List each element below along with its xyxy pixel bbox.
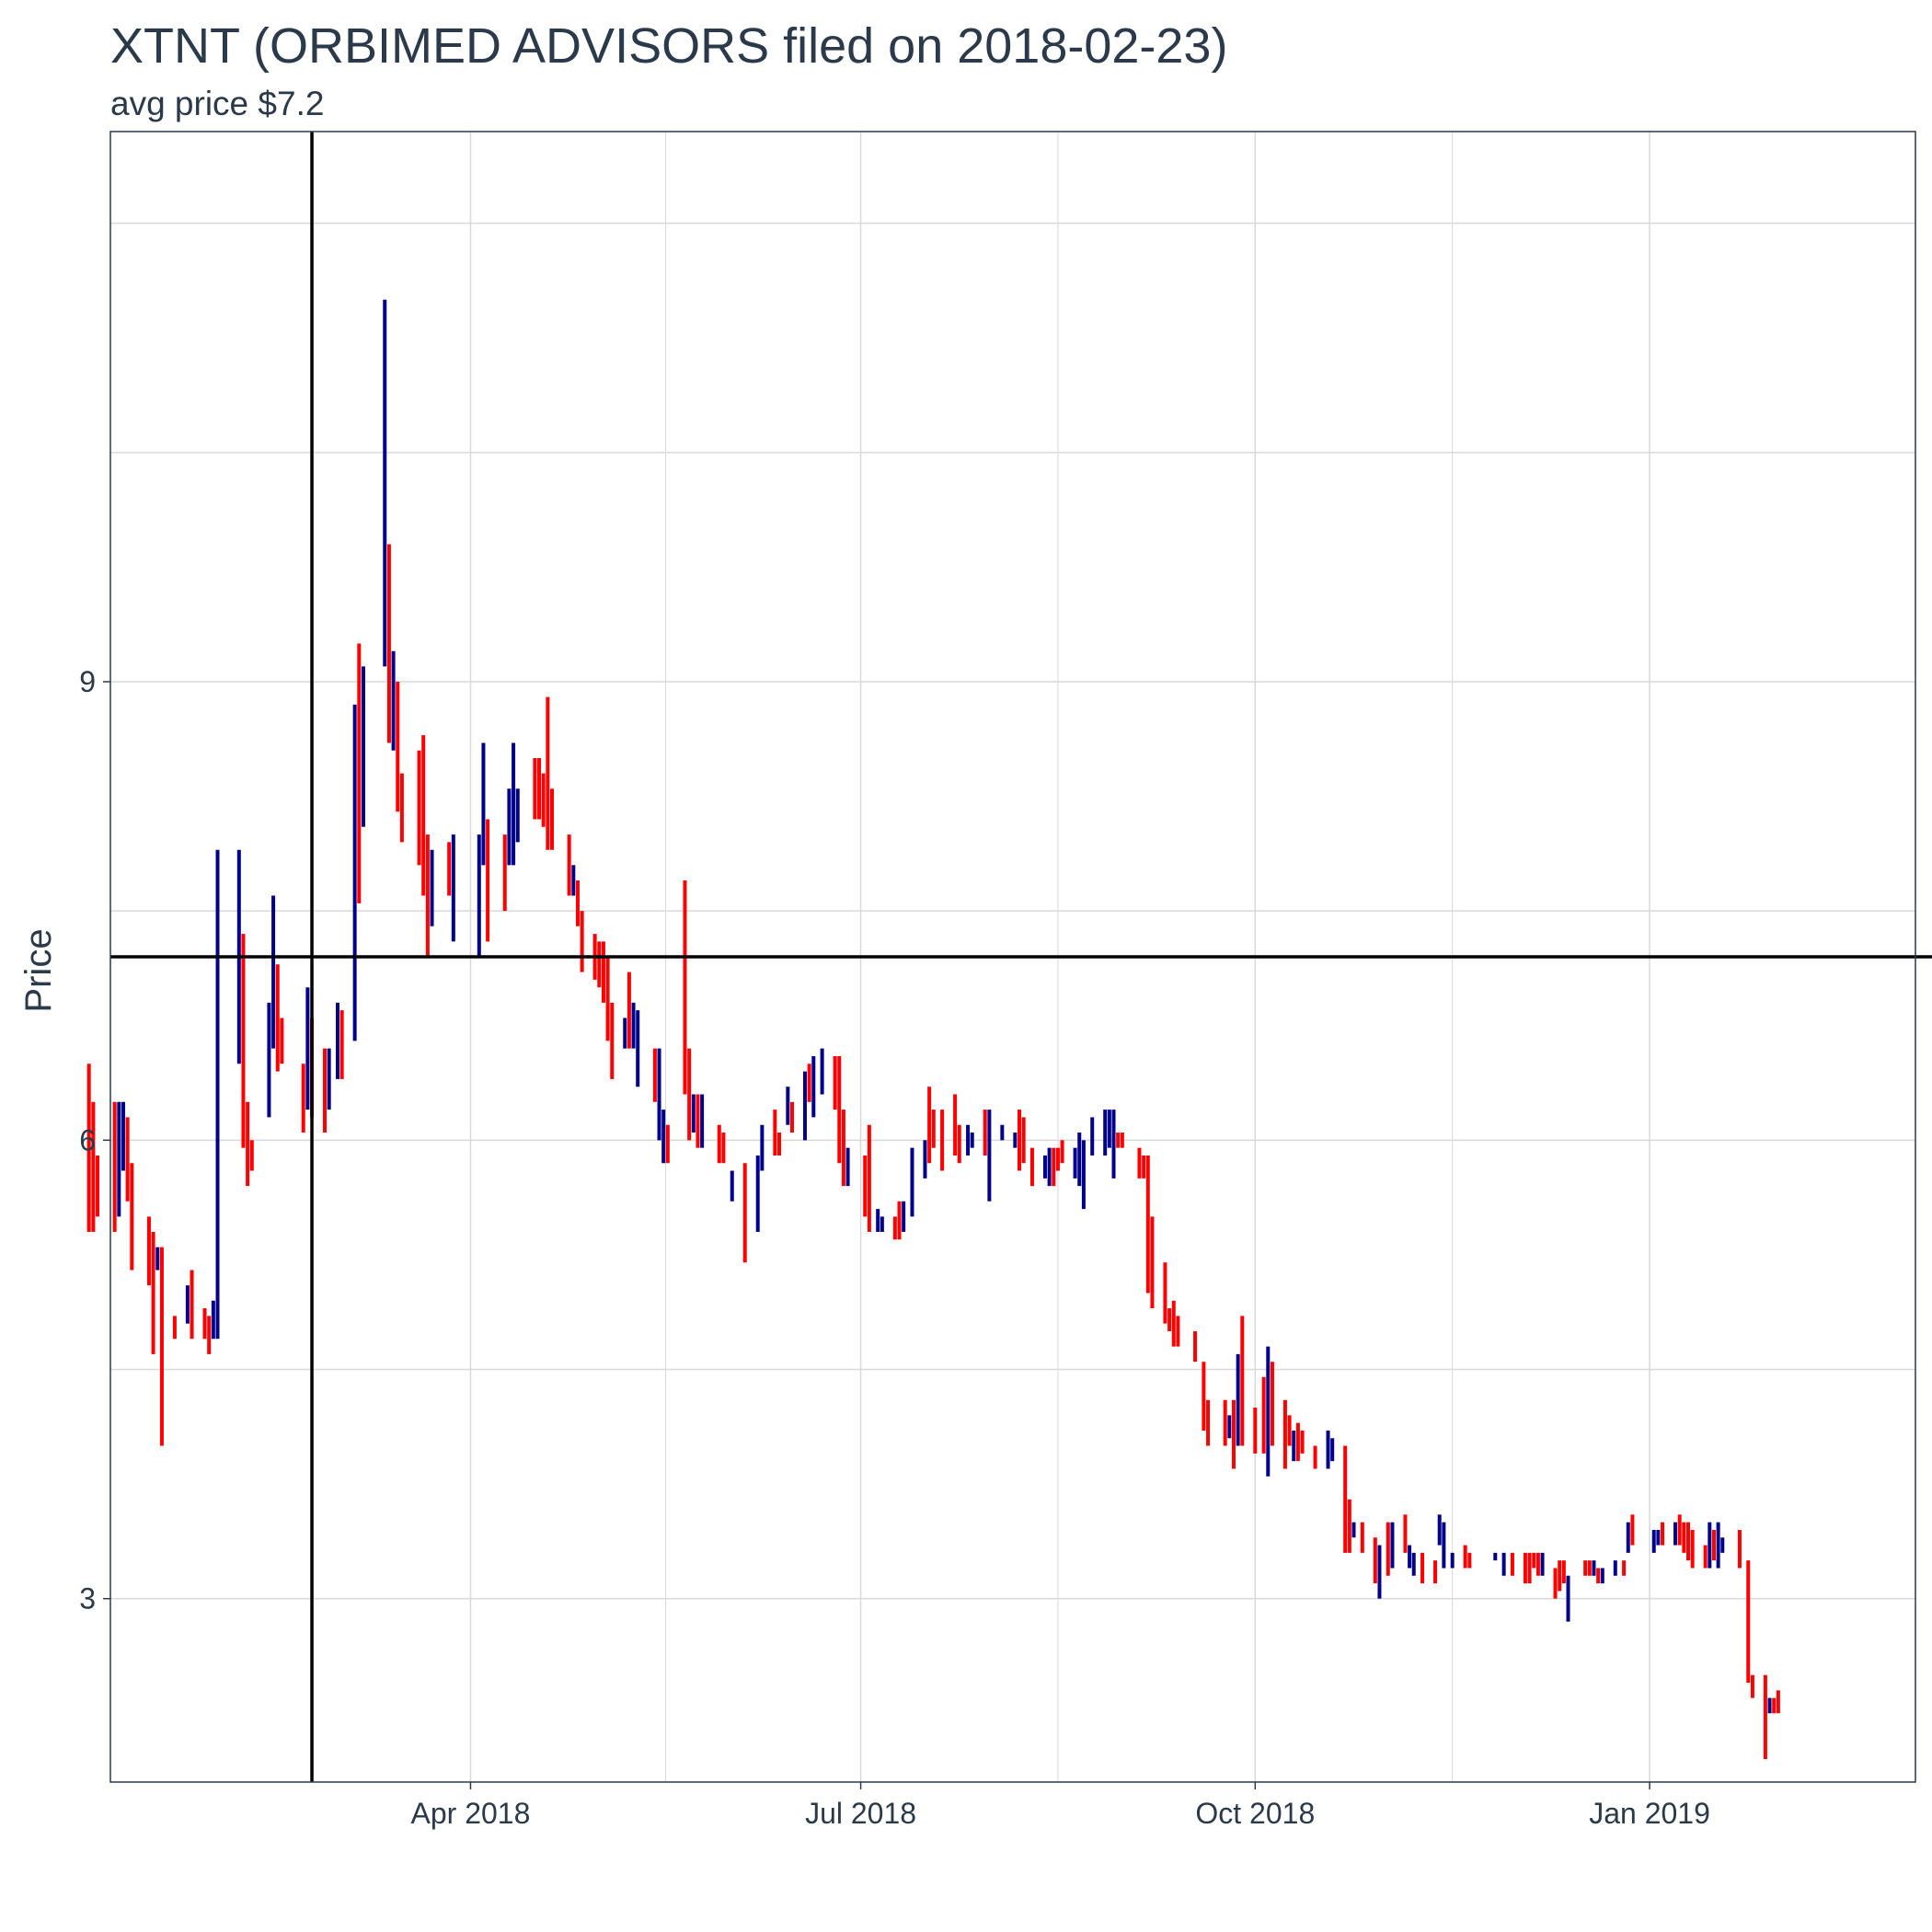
x-axis: Apr 2018 Jul 2018 Oct 2018 Jan 2019: [411, 1782, 1710, 1830]
y-axis-title: Price: [18, 928, 59, 1012]
y-tick-label: 6: [79, 1123, 96, 1156]
y-tick-label: 3: [79, 1582, 96, 1616]
price-bars: [86, 299, 1780, 1760]
x-tick-label: Jan 2019: [1589, 1797, 1710, 1830]
chart-title: XTNT (ORBIMED ADVISORS filed on 2018-02-…: [110, 18, 1227, 74]
x-tick-label: Jul 2018: [805, 1797, 916, 1830]
x-tick-label: Oct 2018: [1195, 1797, 1315, 1830]
y-tick-label: 9: [79, 665, 96, 698]
chart-subtitle: avg price $7.2: [110, 85, 324, 122]
x-tick-label: Apr 2018: [411, 1797, 531, 1830]
y-axis: 3 6 9: [79, 665, 110, 1616]
plot-panel-border: [109, 131, 1916, 1783]
reference-lines: [110, 132, 1932, 1782]
